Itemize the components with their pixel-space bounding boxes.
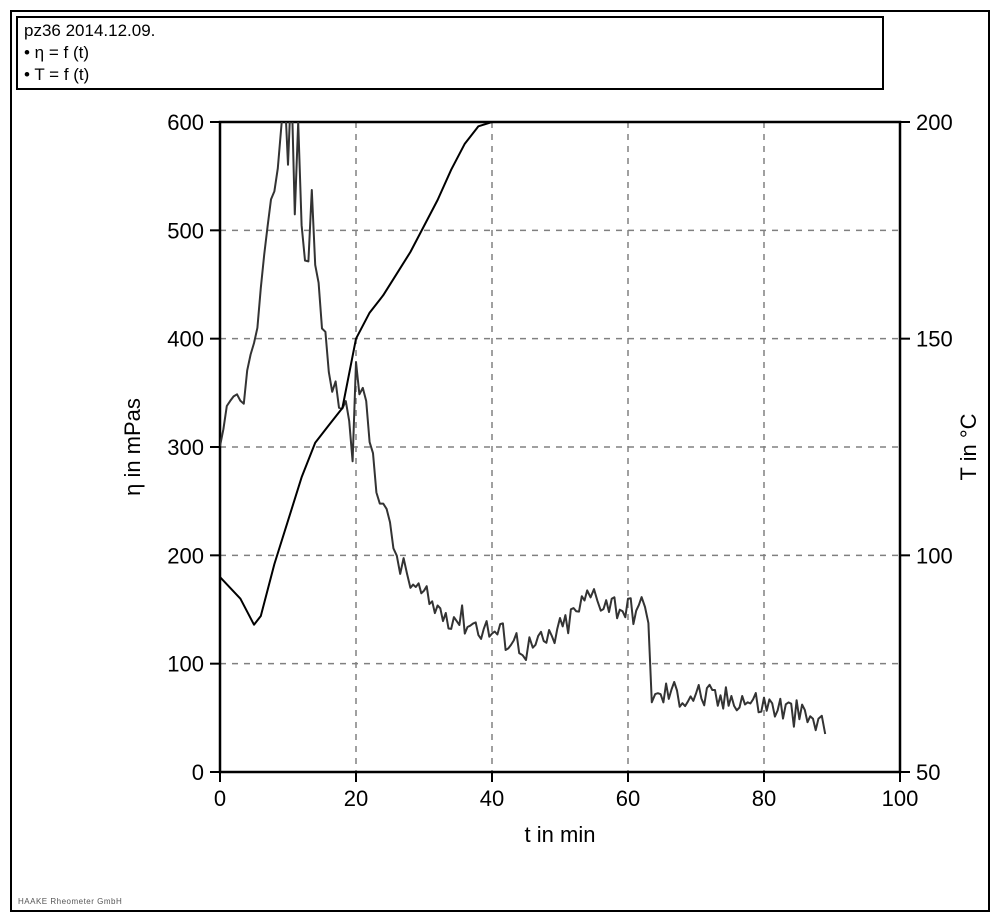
y-right-tick-label: 150 xyxy=(916,327,953,352)
outer-frame: pz36 2014.12.09. • η = f (t) • T = f (t)… xyxy=(10,10,990,912)
legend-line-3: • T = f (t) xyxy=(24,64,876,86)
x-tick-label: 60 xyxy=(616,786,640,811)
y-left-tick-label: 100 xyxy=(167,652,204,677)
y-left-axis-label: η in mPas xyxy=(120,398,145,496)
y-left-tick-label: 400 xyxy=(167,327,204,352)
y-left-tick-label: 300 xyxy=(167,435,204,460)
legend-box: pz36 2014.12.09. • η = f (t) • T = f (t) xyxy=(16,16,884,90)
x-tick-label: 80 xyxy=(752,786,776,811)
legend-line-1: pz36 2014.12.09. xyxy=(24,20,876,42)
y-left-tick-label: 200 xyxy=(167,543,204,568)
y-right-tick-label: 100 xyxy=(916,543,953,568)
x-tick-label: 40 xyxy=(480,786,504,811)
y-left-tick-label: 600 xyxy=(167,110,204,135)
chart-svg: 0204060801000100200300400500600501001502… xyxy=(12,102,988,892)
x-tick-label: 20 xyxy=(344,786,368,811)
y-right-tick-label: 50 xyxy=(916,760,940,785)
x-tick-label: 100 xyxy=(882,786,919,811)
chart-container: 0204060801000100200300400500600501001502… xyxy=(12,102,988,892)
y-left-tick-label: 0 xyxy=(192,760,204,785)
y-right-axis-label: T in °C xyxy=(956,413,981,480)
y-right-tick-label: 200 xyxy=(916,110,953,135)
x-axis-label: t in min xyxy=(525,822,596,847)
footer-text: HAAKE Rheometer GmbH xyxy=(18,897,122,906)
legend-line-2: • η = f (t) xyxy=(24,42,876,64)
y-left-tick-label: 500 xyxy=(167,218,204,243)
x-tick-label: 0 xyxy=(214,786,226,811)
